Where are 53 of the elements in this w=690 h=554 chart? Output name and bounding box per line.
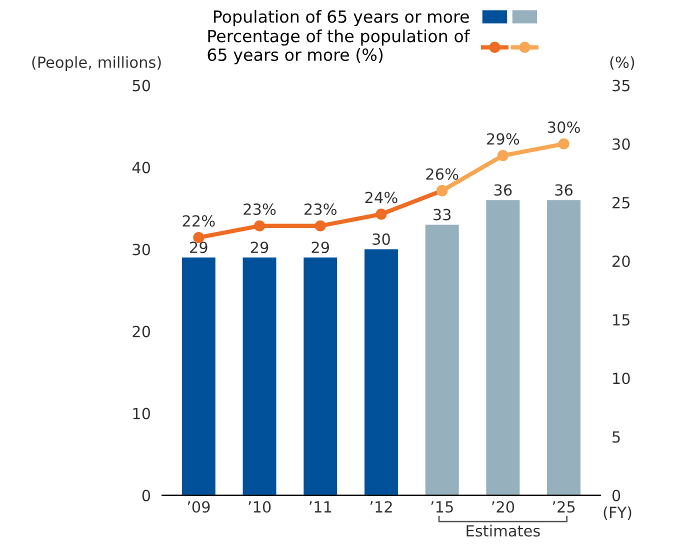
y-tick-label: 10 (133, 408, 150, 420)
data-label: 29 (250, 242, 268, 254)
y-tick-label: 0 (142, 490, 150, 502)
data-label: 29% (487, 133, 520, 145)
y-tick-label: 20 (132, 326, 150, 338)
point (254, 220, 266, 232)
data-label: 29 (312, 242, 330, 254)
y2-axis-title: (%) (610, 56, 634, 70)
x-tick-label: ’10 (248, 501, 271, 513)
y2-tick-label: 15 (613, 314, 630, 326)
bar (486, 200, 520, 496)
x-tick-label: ’09 (188, 501, 210, 513)
y-axis-title: (People, millions) (32, 56, 161, 71)
data-label: 26% (426, 168, 458, 180)
data-label: 23% (304, 203, 337, 215)
bar (242, 258, 276, 496)
y2-tick-label: 10 (613, 372, 630, 384)
x-axis-title: (FY) (604, 506, 632, 520)
y2-tick-label: 0 (612, 490, 620, 502)
x-tick-label: ’20 (492, 501, 514, 513)
bar (364, 249, 398, 496)
bar (425, 224, 459, 496)
data-label: 23% (244, 203, 276, 215)
point (376, 208, 387, 220)
point (558, 138, 570, 150)
y-tick-label: 30 (132, 244, 150, 256)
data-label: 22% (182, 215, 215, 227)
data-label: 33 (434, 208, 451, 220)
bar (547, 200, 581, 496)
point (497, 150, 508, 162)
y-tick-label: 50 (132, 80, 150, 92)
x-tick-label: ’15 (431, 501, 453, 513)
y2-tick-label: 35 (612, 80, 630, 92)
point (314, 220, 326, 232)
data-label: 24% (365, 192, 398, 204)
data-label: 29 (190, 242, 208, 254)
data-label: 36 (494, 184, 512, 196)
legend-label: Population of 65 years or more (214, 10, 469, 26)
y-tick-label: 40 (132, 162, 150, 174)
data-label: 30 (372, 233, 390, 245)
text: Estimates (466, 524, 540, 537)
data-label: 36 (555, 184, 573, 196)
data-label: 30% (548, 121, 580, 133)
y2-tick-label: 5 (612, 431, 620, 443)
bar (304, 258, 338, 496)
y2-tick-label: 30 (612, 138, 630, 150)
y2-tick-label: 20 (612, 255, 630, 268)
x-tick-label: ’12 (370, 501, 392, 512)
bar (182, 258, 216, 496)
legend-label: Percentage of the population of 65 years or more (%) (208, 29, 470, 64)
x-tick-label: ’11 (310, 501, 332, 512)
x-tick-label: ’25 (552, 501, 575, 513)
y2-tick-label: 25 (612, 196, 630, 208)
